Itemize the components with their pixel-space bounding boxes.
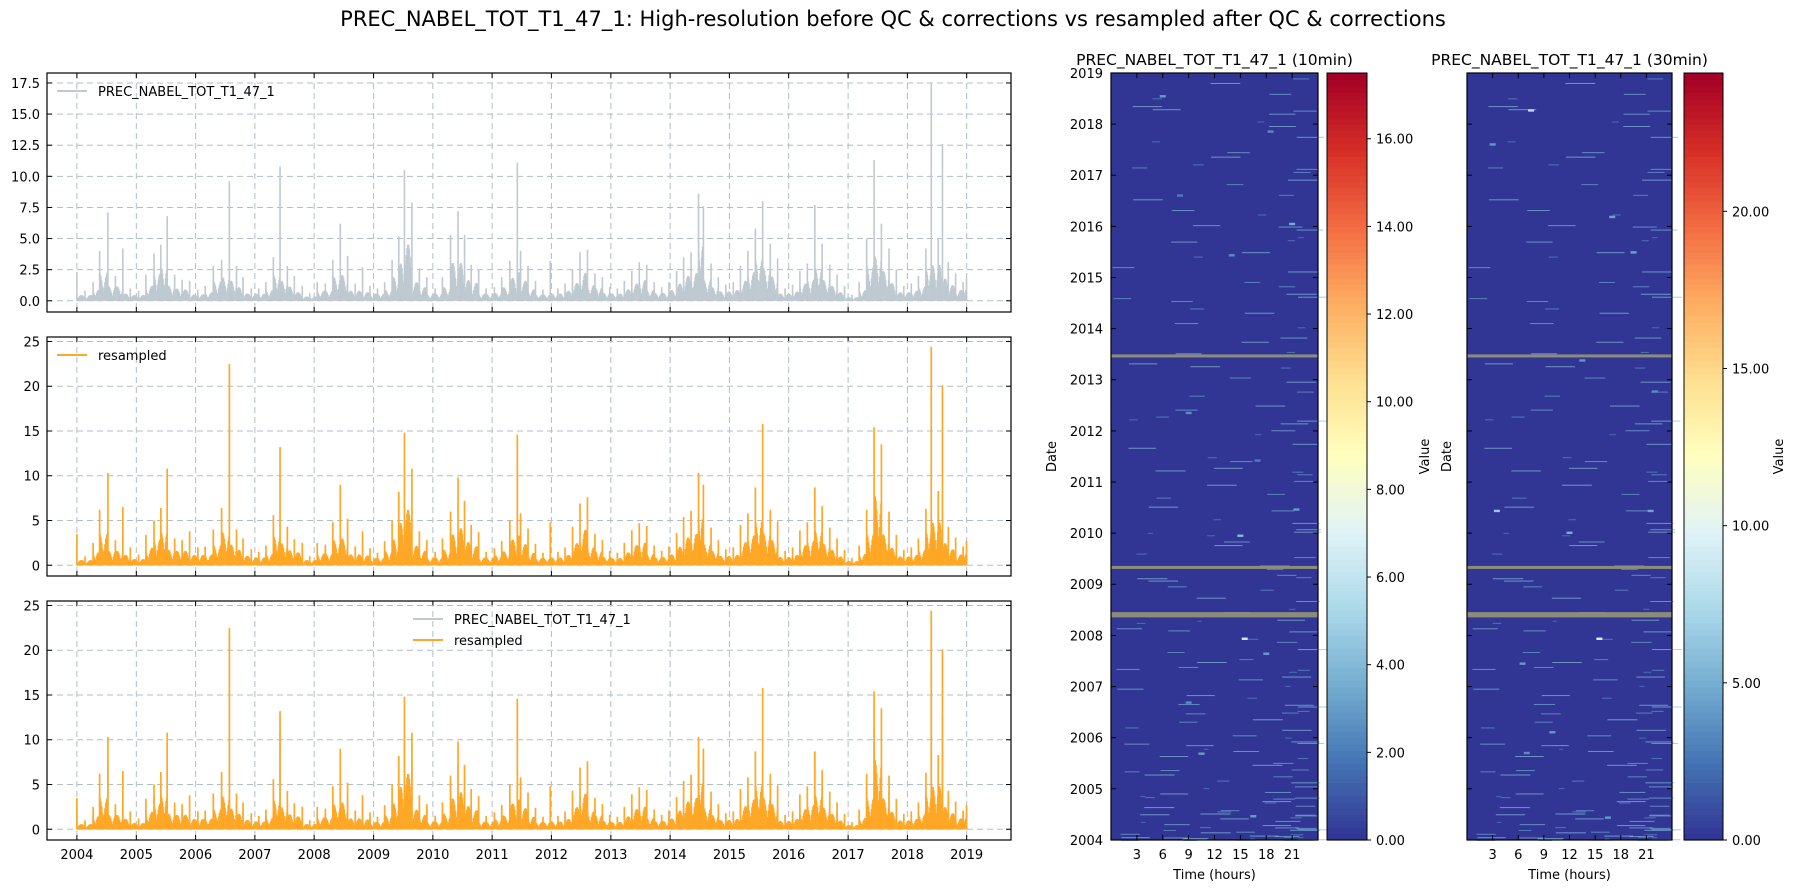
y-tick-label: 0 (32, 559, 40, 574)
y-tick-label: 20 (23, 380, 40, 395)
x-tick-label: 2004 (60, 848, 93, 863)
y-tick-label: 12.5 (11, 139, 40, 154)
y-tick-label: 15 (23, 689, 40, 704)
x-tick-label: 2015 (713, 848, 746, 863)
figure-title: PREC_NABEL_TOT_T1_47_1: High-resolution … (340, 7, 1446, 32)
x-tick-label: 2013 (594, 848, 627, 863)
x-tick-label: 2012 (535, 848, 568, 863)
x-tick-label: 2005 (120, 848, 153, 863)
y-tick-label: 5 (32, 515, 40, 530)
legend-label: resampled (98, 349, 167, 364)
resampled-series (76, 610, 968, 830)
raw-series (76, 672, 968, 830)
x-tick-label: 2016 (772, 848, 805, 863)
x-tick-label: 2006 (179, 848, 212, 863)
x-tick-label: 2014 (654, 848, 687, 863)
x-tick-label: 2011 (476, 848, 509, 863)
y-tick-label: 17.5 (11, 77, 40, 92)
x-tick-label: 2009 (357, 848, 390, 863)
y-tick-label: 15 (23, 425, 40, 440)
timeseries-overlay-panel: 2004 2005 2006 2007 2008 2009 2010 2011 2012 2013… (23, 599, 1012, 863)
resampled-series (76, 346, 968, 566)
plot-frame (46, 336, 1012, 577)
y-tick-label: 25 (23, 599, 40, 614)
x-tick-label: 2007 (238, 848, 271, 863)
y-tick-label: 5.0 (19, 233, 40, 248)
chart-layer: 0.0 2.5 5.0 7.5 10.0 12.5 15.0 17.5 PREC_NABEL_T… (11, 51, 1787, 883)
x-tick-label: 2017 (832, 848, 865, 863)
timeseries-resampled-panel: 0 5 10 15 20 25 resampled (23, 335, 1012, 577)
x-tick-label: 2010 (416, 848, 449, 863)
y-tick-label: 10.0 (11, 170, 40, 185)
x-tick-label: 2008 (298, 848, 331, 863)
y-tick-label: 10 (23, 470, 40, 485)
plot-frame (46, 72, 1012, 313)
y-tick-label: 5 (32, 779, 40, 794)
y-tick-label: 20 (23, 644, 40, 659)
y-tick-label: 25 (23, 335, 40, 350)
timeseries-raw-panel: 0.0 2.5 5.0 7.5 10.0 12.5 15.0 17.5 PREC_NABEL_T… (11, 72, 1012, 313)
y-tick-label: 7.5 (19, 201, 40, 216)
x-tick-label: 2018 (891, 848, 924, 863)
y-tick-label: 2.5 (19, 264, 40, 279)
raw-series (76, 82, 968, 301)
y-tick-label: 0.0 (19, 295, 40, 310)
x-tick-label: 2019 (950, 848, 983, 863)
legend-label: PREC_NABEL_TOT_T1_47_1 (98, 85, 275, 100)
y-tick-label: 10 (23, 734, 40, 749)
y-tick-label: 15.0 (11, 108, 40, 123)
y-tick-label: 0 (32, 823, 40, 838)
